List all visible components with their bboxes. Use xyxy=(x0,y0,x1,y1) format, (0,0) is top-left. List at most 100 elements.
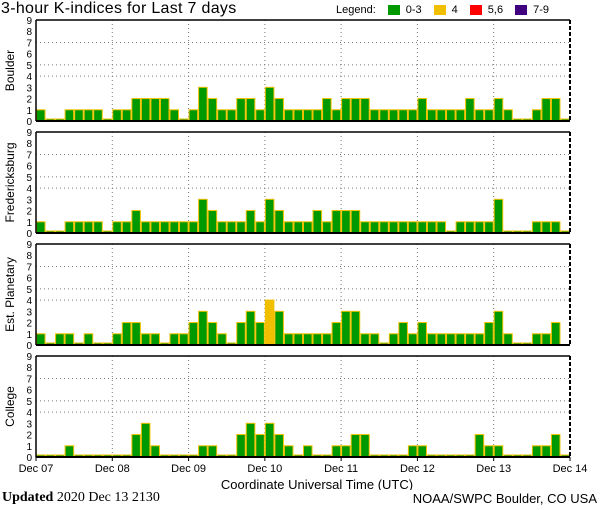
bar-est-planetary-10 xyxy=(131,322,141,346)
bar-boulder-17 xyxy=(198,86,208,122)
bar-boulder-37 xyxy=(388,109,399,122)
y-tick-label: 1 xyxy=(26,442,32,453)
bar-boulder-8 xyxy=(112,109,122,122)
y-tick-label: 4 xyxy=(26,72,32,83)
bar-fredericksburg-31 xyxy=(331,210,342,234)
bar-college-47 xyxy=(484,445,494,458)
bar-est-planetary-35 xyxy=(369,333,380,346)
bar-est-planetary-11 xyxy=(140,333,151,346)
bar-fredericksburg-3 xyxy=(64,221,75,234)
bar-fredericksburg-29 xyxy=(312,210,323,234)
bar-fredericksburg-26 xyxy=(283,221,294,234)
bar-fredericksburg-45 xyxy=(465,221,475,234)
bar-fredericksburg-33 xyxy=(350,210,361,234)
station-label: College xyxy=(3,386,17,427)
bar-est-planetary-39 xyxy=(407,333,418,346)
bar-est-planetary-30 xyxy=(322,333,332,346)
bar-college-39 xyxy=(407,445,418,458)
y-tick-label: 4 xyxy=(26,184,32,195)
bar-est-planetary-27 xyxy=(293,333,304,346)
bar-est-planetary-16 xyxy=(188,322,199,346)
bar-est-planetary-17 xyxy=(198,310,208,346)
legend-item-0-3: 0-3 xyxy=(387,4,422,16)
bar-est-planetary-49 xyxy=(503,333,513,346)
y-tick-label: 5 xyxy=(26,61,32,72)
bar-est-planetary-3 xyxy=(64,333,75,346)
bar-boulder-53 xyxy=(541,98,551,122)
legend-text: 0-3 xyxy=(405,4,422,16)
bar-fredericksburg-8 xyxy=(112,221,122,234)
bar-est-planetary-9 xyxy=(121,322,132,346)
bar-fredericksburg-16 xyxy=(188,221,199,234)
bar-boulder-6 xyxy=(93,109,103,122)
bar-est-planetary-42 xyxy=(436,333,447,346)
bar-boulder-42 xyxy=(436,109,447,122)
bar-boulder-47 xyxy=(484,109,494,122)
bar-college-46 xyxy=(474,434,485,458)
bar-college-32 xyxy=(341,445,351,458)
bar-boulder-35 xyxy=(369,109,380,122)
bar-est-planetary-46 xyxy=(474,333,485,346)
bar-boulder-28 xyxy=(303,109,313,122)
bar-est-planetary-29 xyxy=(312,333,323,346)
bar-boulder-48 xyxy=(493,98,504,122)
y-tick-label: 1 xyxy=(26,330,32,341)
bar-fredericksburg-18 xyxy=(207,210,218,234)
bar-est-planetary-52 xyxy=(531,333,542,346)
bar-est-planetary-31 xyxy=(331,322,342,346)
bar-college-34 xyxy=(360,434,370,458)
bar-boulder-5 xyxy=(83,109,94,122)
bar-fredericksburg-9 xyxy=(121,221,132,234)
y-tick-label: 4 xyxy=(26,296,32,307)
bar-boulder-20 xyxy=(226,109,237,122)
bar-boulder-26 xyxy=(283,109,294,122)
y-tick-label: 1 xyxy=(26,106,32,117)
y-tick-label: 0 xyxy=(26,117,32,128)
bar-boulder-11 xyxy=(140,98,151,122)
bar-college-25 xyxy=(274,434,284,458)
bar-est-planetary-24 xyxy=(264,299,275,346)
bar-boulder-40 xyxy=(417,98,427,122)
bar-est-planetary-28 xyxy=(303,333,313,346)
y-tick-label: 5 xyxy=(26,173,32,184)
bar-est-planetary-26 xyxy=(283,333,294,346)
bar-college-52 xyxy=(531,445,542,458)
bar-est-planetary-19 xyxy=(217,333,227,346)
bar-fredericksburg-6 xyxy=(93,221,103,234)
bar-college-54 xyxy=(550,434,561,458)
bar-fredericksburg-0 xyxy=(36,221,46,234)
y-tick-label: 7 xyxy=(26,38,32,49)
bar-est-planetary-25 xyxy=(274,310,284,346)
bar-college-3 xyxy=(64,445,75,458)
legend-text: 7-9 xyxy=(533,4,549,16)
x-tick-label: Dec 09 xyxy=(171,463,206,475)
updated-timestamp: Updated 2020 Dec 13 2130 xyxy=(2,490,160,506)
bar-boulder-34 xyxy=(360,98,370,122)
bar-fredericksburg-28 xyxy=(303,221,313,234)
y-tick-label: 7 xyxy=(26,262,32,273)
bar-boulder-39 xyxy=(407,109,418,122)
bar-est-planetary-23 xyxy=(255,322,265,346)
bar-boulder-52 xyxy=(531,109,542,122)
bar-fredericksburg-11 xyxy=(140,221,151,234)
bar-college-23 xyxy=(255,434,265,458)
bar-fredericksburg-13 xyxy=(159,221,170,234)
credit: NOAA/SWPC Boulder, CO USA xyxy=(412,491,597,506)
x-tick-label: Dec 08 xyxy=(95,463,130,475)
y-tick-label: 8 xyxy=(26,139,32,150)
y-tick-label: 3 xyxy=(26,195,32,206)
bar-boulder-54 xyxy=(550,98,561,122)
bar-fredericksburg-24 xyxy=(264,198,275,234)
y-tick-label: 7 xyxy=(26,150,32,161)
bar-college-11 xyxy=(140,422,151,458)
y-tick-label: 4 xyxy=(26,408,32,419)
bar-boulder-49 xyxy=(503,109,513,122)
bar-est-planetary-41 xyxy=(426,333,437,346)
y-tick-label: 0 xyxy=(26,453,32,464)
bar-fredericksburg-22 xyxy=(245,210,256,234)
bar-college-33 xyxy=(350,434,361,458)
bar-boulder-13 xyxy=(159,98,170,122)
legend-swatch xyxy=(515,5,528,15)
bar-boulder-12 xyxy=(150,98,160,122)
x-tick-label: Dec 10 xyxy=(247,463,282,475)
